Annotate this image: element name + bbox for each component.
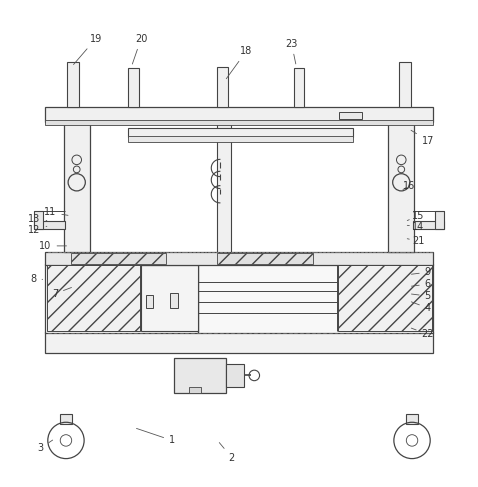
Text: 16: 16 [402,181,415,191]
Text: 19: 19 [74,34,102,65]
Text: 21: 21 [407,236,424,246]
Bar [406,413,418,424]
Bar [217,124,231,252]
Bar [339,112,362,119]
Bar [338,265,432,332]
Text: 6: 6 [412,279,431,289]
Text: 3: 3 [38,440,53,453]
Bar [388,119,414,252]
Text: 22: 22 [411,328,434,339]
Bar [294,68,304,107]
Bar [60,413,72,424]
Text: 9: 9 [412,267,431,277]
Bar [189,387,201,393]
Bar [141,264,198,332]
Text: 2: 2 [219,443,235,463]
Text: 20: 20 [132,34,147,64]
Text: 14: 14 [407,222,424,232]
Bar [128,128,353,137]
Bar [174,358,226,393]
Text: 4: 4 [411,302,431,313]
Bar [413,221,444,229]
Bar [47,265,140,332]
Bar [45,263,433,333]
Bar [45,332,433,354]
Bar [71,253,166,263]
Bar [67,62,79,107]
Text: 10: 10 [39,241,66,251]
Bar [45,107,433,122]
Bar [128,68,139,107]
Text: 8: 8 [31,274,43,284]
Bar [146,295,153,308]
Bar [217,67,228,107]
Text: 11: 11 [44,207,68,217]
Text: 18: 18 [226,46,252,79]
Text: 23: 23 [285,38,298,64]
Bar [34,211,43,229]
Bar [45,252,433,265]
Text: 12: 12 [28,225,47,235]
Bar [170,293,178,308]
Bar [45,120,433,125]
Bar [64,119,90,252]
Text: 7: 7 [52,287,72,299]
Bar [226,364,244,387]
Text: 5: 5 [412,291,431,301]
Text: 13: 13 [28,214,47,224]
Bar [435,211,444,229]
Text: 17: 17 [411,130,434,146]
Text: 1: 1 [137,429,175,446]
Bar [399,62,411,107]
Text: 15: 15 [407,211,424,221]
Bar [34,221,65,229]
Bar [128,136,353,142]
Bar [217,253,313,263]
